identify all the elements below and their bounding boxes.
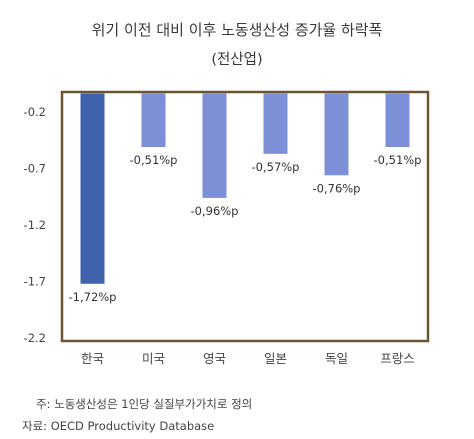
footnote-definition: 주: 노동생산성은 1인당 실질부가가치로 정의 [36, 397, 253, 411]
data-label: -0,76%p [313, 181, 361, 195]
bar [324, 93, 349, 176]
bar [385, 93, 410, 148]
bar [141, 93, 166, 148]
bar [80, 93, 105, 284]
x-tick-label: 미국 [142, 351, 165, 366]
x-tick-label: 일본 [264, 351, 287, 366]
x-tick-label: 독일 [325, 351, 348, 366]
chart-title: 위기 이전 대비 이후 노동생산성 증가율 하락폭 [91, 21, 383, 39]
data-label: -0,57%p [252, 160, 300, 174]
x-tick-label: 한국 [81, 351, 104, 366]
plot-frame [60, 90, 430, 343]
bar [202, 93, 227, 198]
y-tick-label: -0.7 [24, 162, 46, 176]
y-tick-label: -0.2 [24, 105, 46, 119]
y-tick-label: -1.7 [24, 275, 46, 289]
y-tick-label: -1.2 [24, 218, 46, 232]
y-tick-label: -2.2 [24, 331, 46, 345]
x-tick-label: 영국 [203, 351, 226, 366]
chart-subtitle: (전산업) [211, 52, 263, 68]
data-label: -0,96%p [191, 204, 239, 218]
footnote-source: 자료: OECD Productivity Database [22, 419, 215, 433]
bar [263, 93, 288, 154]
x-tick-label: 프랑스 [380, 351, 415, 366]
data-label: -1,72%p [69, 290, 117, 304]
data-label: -0,51%p [374, 153, 422, 167]
data-label: -0,51%p [130, 153, 178, 167]
